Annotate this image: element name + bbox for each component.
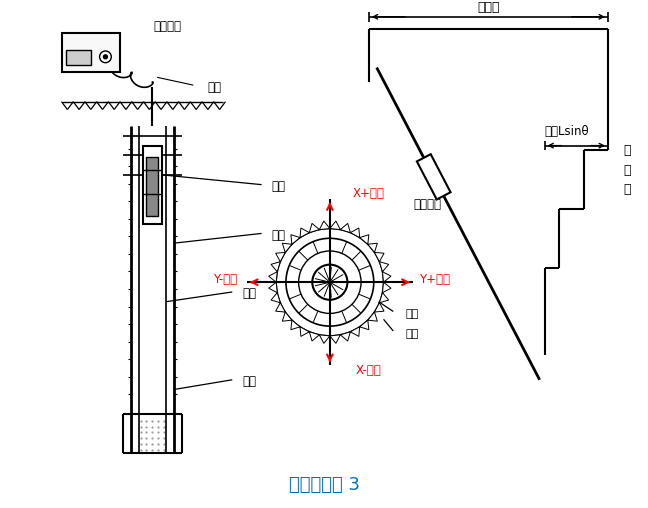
Text: 导管: 导管 <box>242 288 256 300</box>
Polygon shape <box>319 221 330 230</box>
Polygon shape <box>271 293 281 303</box>
Polygon shape <box>375 303 384 312</box>
Polygon shape <box>309 224 319 233</box>
Polygon shape <box>319 335 330 343</box>
Text: 测头: 测头 <box>272 180 285 193</box>
Text: 总位移: 总位移 <box>477 1 500 14</box>
Polygon shape <box>340 224 351 233</box>
Polygon shape <box>330 335 340 343</box>
Polygon shape <box>269 282 277 293</box>
Polygon shape <box>269 272 277 282</box>
Text: 测斜原理图 3: 测斜原理图 3 <box>288 476 360 494</box>
Polygon shape <box>275 303 285 312</box>
Text: 准: 准 <box>623 164 631 176</box>
Polygon shape <box>291 235 300 244</box>
Polygon shape <box>380 293 389 303</box>
Text: 测读间距: 测读间距 <box>413 198 441 211</box>
Polygon shape <box>300 327 309 336</box>
Polygon shape <box>283 243 292 252</box>
Text: 回填: 回填 <box>242 375 256 388</box>
Polygon shape <box>351 327 360 336</box>
Text: X-方向: X-方向 <box>356 365 382 377</box>
Polygon shape <box>330 221 340 230</box>
Polygon shape <box>291 320 300 330</box>
Bar <box>67 50 91 65</box>
Polygon shape <box>271 262 281 272</box>
Polygon shape <box>375 252 384 262</box>
Polygon shape <box>368 312 377 321</box>
Text: Y+方向: Y+方向 <box>419 273 450 286</box>
Polygon shape <box>300 228 309 238</box>
Text: 电缆: 电缆 <box>208 81 222 93</box>
Text: 钻孔: 钻孔 <box>272 229 285 242</box>
Bar <box>143 146 162 224</box>
Circle shape <box>104 55 108 59</box>
Circle shape <box>312 265 347 300</box>
Text: Y-方向: Y-方向 <box>213 273 238 286</box>
Polygon shape <box>275 252 285 262</box>
Text: 线: 线 <box>623 183 631 196</box>
Polygon shape <box>368 243 377 252</box>
Polygon shape <box>382 282 391 293</box>
Polygon shape <box>351 228 360 238</box>
Text: 位移Lsinθ: 位移Lsinθ <box>544 125 589 139</box>
Polygon shape <box>380 262 389 272</box>
Text: 导槽: 导槽 <box>406 309 419 320</box>
Polygon shape <box>360 320 369 330</box>
Text: 测读设备: 测读设备 <box>153 20 181 33</box>
Polygon shape <box>382 272 391 282</box>
Text: X+方向: X+方向 <box>353 187 385 200</box>
Polygon shape <box>309 332 319 341</box>
Polygon shape <box>417 154 450 200</box>
Bar <box>146 157 158 216</box>
Text: 导轮: 导轮 <box>406 329 419 339</box>
Polygon shape <box>360 235 369 244</box>
Bar <box>62 34 120 73</box>
Polygon shape <box>283 312 292 321</box>
Text: 原: 原 <box>623 144 631 157</box>
Polygon shape <box>340 332 351 341</box>
